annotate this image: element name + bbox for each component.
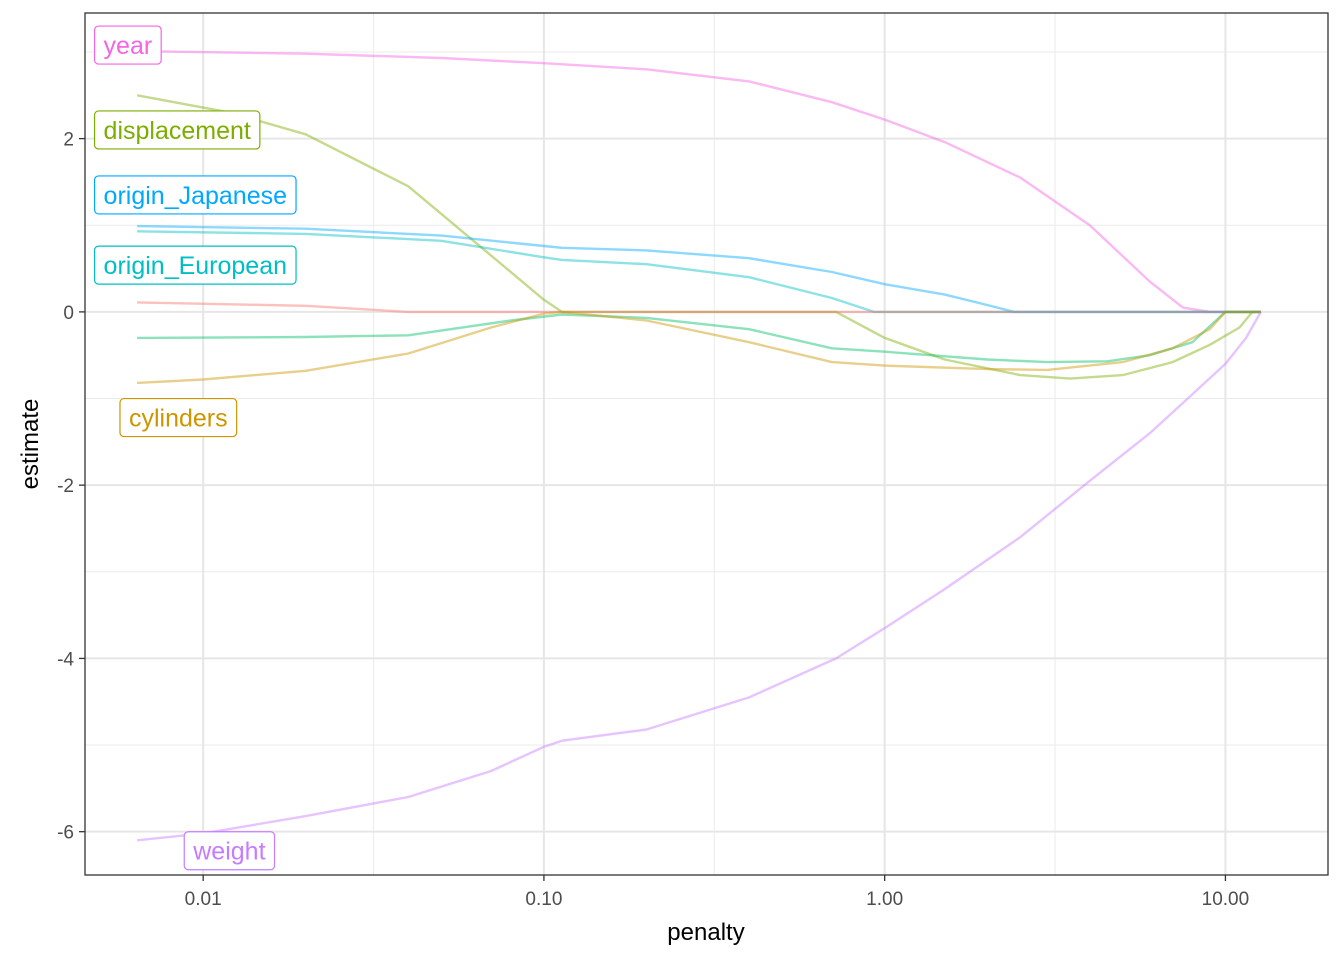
series-label-text: displacement (104, 117, 251, 145)
series-label-displacement: displacement (93, 110, 261, 150)
series-label-box (93, 110, 261, 150)
series-line-weight (136, 311, 1262, 842)
series-label-origin-japanese: origin_Japanese (93, 175, 297, 215)
series-label-text: cylinders (129, 405, 228, 433)
x-axis: 0.01 0.10 1.00 10.00 (185, 875, 1250, 910)
series-line-unlabeled (137, 310, 1261, 364)
series-lines (136, 49, 1262, 842)
x-tick-label: 1.00 (866, 889, 903, 910)
series-label-text: year (104, 32, 153, 60)
series-label-weight: weight (183, 831, 276, 871)
y-tick-label: 0 (63, 303, 74, 324)
major-gridlines (85, 13, 1328, 875)
series-label-box (93, 175, 297, 215)
series-line-origin-japanese (137, 224, 1261, 314)
series-label-text: origin_Japanese (104, 182, 287, 210)
series-label-box (119, 397, 238, 438)
y-tick-label: -2 (57, 476, 74, 497)
y-tick-label: -6 (57, 823, 74, 844)
minor-gridlines (85, 13, 1328, 875)
series-label-origin-european: origin_European (93, 245, 297, 285)
series-label-year: year (93, 25, 162, 65)
series-label-text: origin_European (104, 252, 287, 280)
series-line-origin-european (137, 230, 1261, 314)
y-axis-title: estimate (17, 399, 44, 490)
series-line-cylinders (137, 310, 1261, 385)
x-tick-label: 0.01 (185, 889, 222, 910)
plot-background (85, 13, 1328, 875)
y-axis: -6 -4 -2 0 2 (57, 130, 85, 844)
series-line-year (137, 49, 1261, 314)
series-line-unlabeled (137, 301, 1261, 314)
x-axis-title: penalty (667, 919, 744, 946)
series-labels: year displacement origin_Japanese origin_Eu… (93, 25, 297, 871)
series-line-displacement (136, 94, 1261, 380)
series-label-text: weight (192, 838, 265, 866)
series-label-cylinders: cylinders (119, 397, 238, 438)
y-tick-label: -4 (57, 649, 74, 670)
x-tick-label: 10.00 (1202, 889, 1250, 910)
x-tick-label: 0.10 (525, 889, 562, 910)
y-tick-label: 2 (63, 130, 74, 151)
plot-panel-border (84, 12, 1329, 876)
series-label-box (93, 25, 162, 65)
series-label-box (93, 245, 297, 285)
series-label-box (183, 831, 276, 871)
